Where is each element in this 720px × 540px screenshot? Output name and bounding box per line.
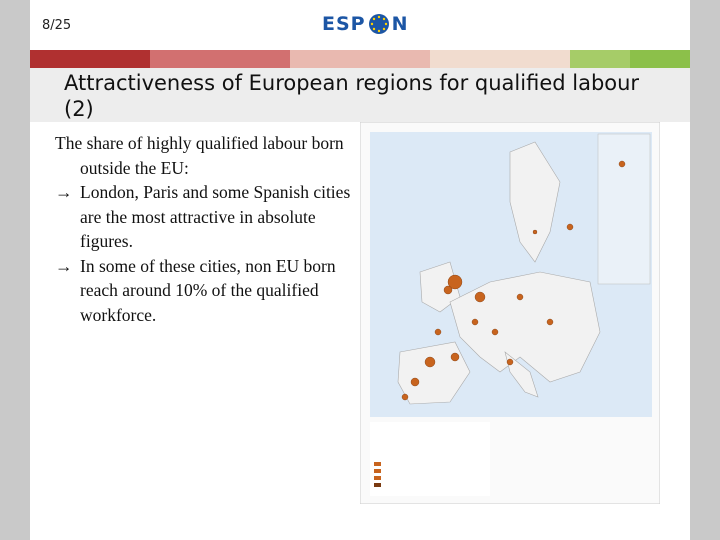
paragraph: The share of highly qualified labour bor…	[55, 133, 344, 178]
slide: 8/25 ESP N Attractiveness of European re…	[30, 0, 690, 540]
logo-text: ESP	[322, 13, 366, 35]
slide-number: 8/25	[42, 18, 72, 33]
logo-emblem	[368, 14, 389, 34]
bullet: → London, Paris and some Spanish cities a…	[55, 182, 351, 251]
bullet-text: London, Paris and some Spanish cities ar…	[80, 182, 351, 251]
map-image	[360, 122, 660, 504]
body-text: The share of highly qualified labour bor…	[55, 131, 355, 327]
decor-band	[30, 50, 690, 68]
logo-text: N	[391, 13, 409, 35]
bullet: → In some of these cities, non EU born re…	[55, 255, 336, 325]
bullet-text: In some of these cities, non EU born rea…	[80, 255, 336, 325]
title-background	[30, 68, 690, 122]
logo: ESP N	[322, 11, 409, 37]
slide-title: Attractiveness of European regions for q…	[64, 71, 640, 121]
